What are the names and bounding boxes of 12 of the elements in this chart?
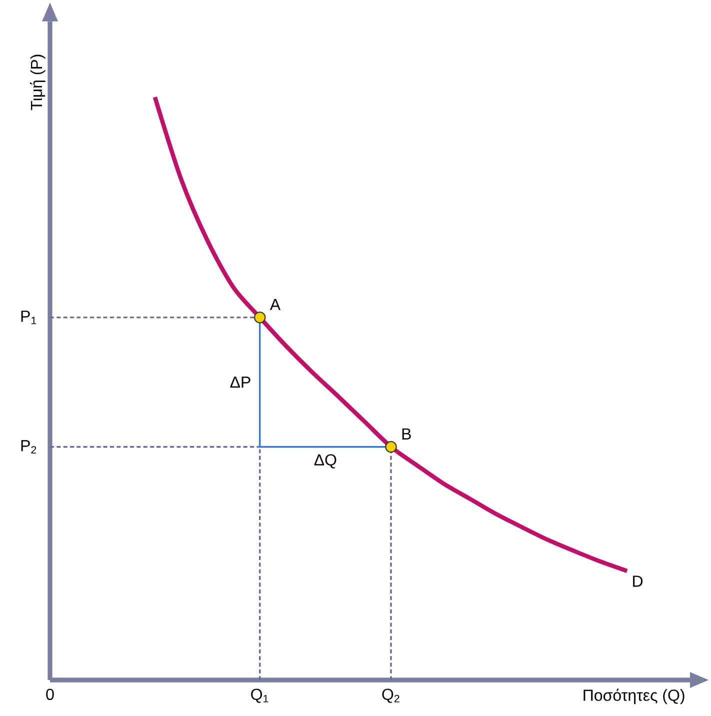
annotation: B — [402, 428, 411, 440]
x-tick-label: 0 — [46, 688, 54, 700]
annotation: A — [270, 299, 281, 310]
series-label: D — [633, 576, 643, 587]
x-axis-title: Ποσότητες (Q) — [584, 688, 684, 704]
x-tick-label: Q$_{2}$ — [382, 688, 400, 703]
series-label: P$_{1}$ — [21, 310, 36, 324]
x-tick-label: Q$_{1}$ — [251, 688, 268, 703]
series-label: ΔP — [230, 376, 250, 388]
y-axis-title: Τιμή (P) — [30, 54, 46, 110]
series-label: ΔQ — [314, 454, 336, 468]
series-label: P$_{2}$ — [21, 440, 36, 454]
